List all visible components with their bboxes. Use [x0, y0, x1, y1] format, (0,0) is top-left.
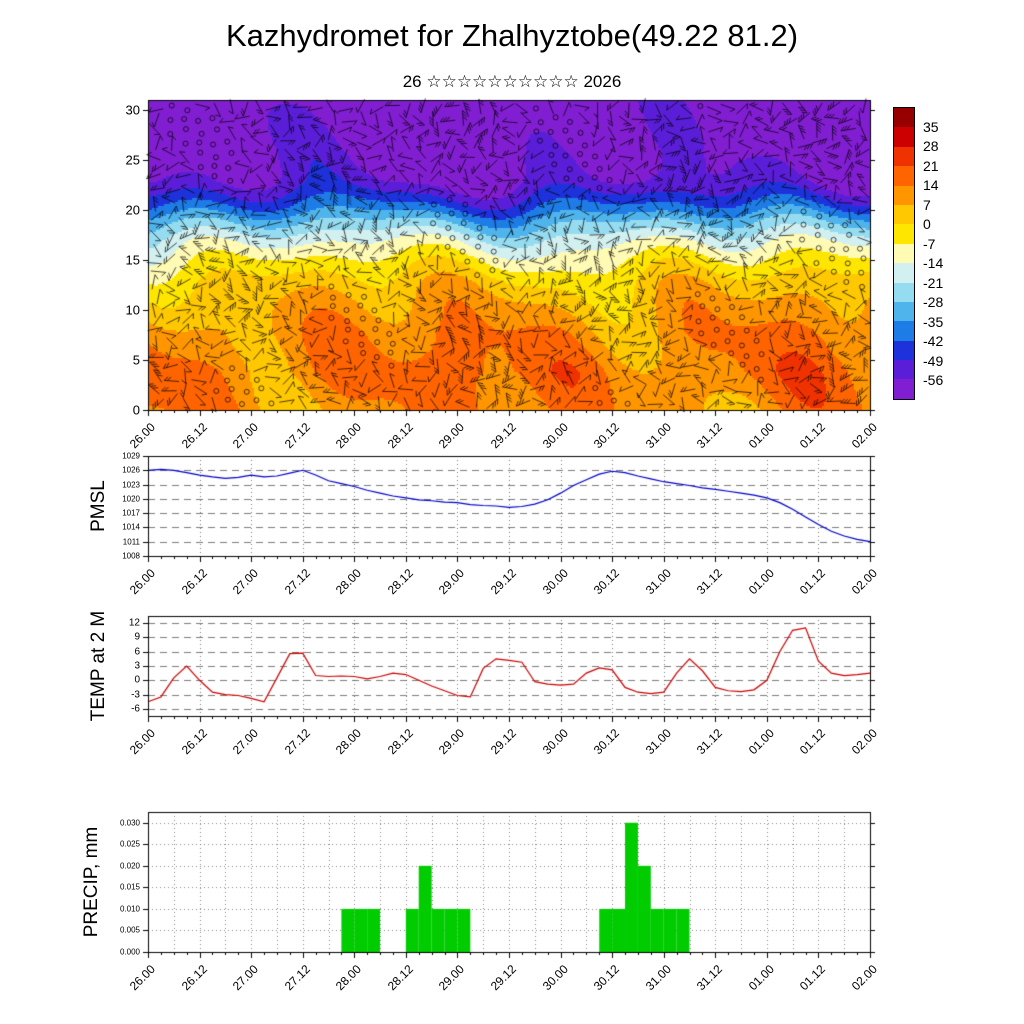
colorbar-cell	[894, 166, 914, 186]
colorbar-tick-label: -7	[923, 235, 936, 252]
colorbar-cell	[894, 379, 914, 399]
colorbar-cell	[894, 360, 914, 380]
colorbar-cell	[894, 282, 914, 302]
colorbar-cell	[894, 204, 914, 225]
colorbar-cell	[894, 321, 914, 341]
colorbar-tick-label: -21	[923, 274, 944, 291]
colorbar-cell	[894, 127, 914, 147]
colorbar-cell	[894, 263, 914, 283]
precip-axis-label: PRECIP, mm	[81, 826, 102, 938]
colorbar-cell	[894, 146, 914, 167]
colorbar-tick-label: 7	[923, 196, 931, 213]
colorbar-tick-label: -49	[923, 352, 944, 369]
colorbar-cell	[894, 185, 914, 205]
colorbar-tick-label: 14	[923, 177, 939, 194]
temperature-colorbar: 35 28 21 14 7 0 -7 -14 -21 -28 -35 -42 -49 -56	[893, 107, 973, 407]
temp-axis-label: TEMP at 2 M	[88, 610, 109, 722]
colorbar-tick-label: 21	[923, 157, 939, 174]
page-subtitle: 26 ☆☆☆☆☆☆☆☆☆☆ 2026	[402, 72, 622, 91]
pmsl-axis-label: PMSL	[88, 480, 109, 532]
colorbar-tick-label: 35	[923, 118, 939, 135]
colorbar-tick-label: -35	[923, 313, 944, 330]
colorbar-cells	[893, 107, 915, 400]
colorbar-cell	[894, 340, 914, 361]
colorbar-cell	[894, 108, 914, 128]
colorbar-tick-label: -28	[923, 294, 944, 311]
colorbar-cell	[894, 301, 914, 322]
colorbar-tick-label: 28	[923, 138, 939, 155]
colorbar-tick-label: -56	[923, 372, 944, 389]
colorbar-tick-label: -14	[923, 255, 944, 272]
colorbar-cell	[894, 243, 914, 264]
colorbar-tick-label: -42	[923, 333, 944, 350]
colorbar-tick-label: 0	[923, 216, 931, 233]
colorbar-cell	[894, 224, 914, 244]
page-title: Kazhydromet for Zhalhyztobe(49.22 81.2)	[225, 18, 799, 53]
